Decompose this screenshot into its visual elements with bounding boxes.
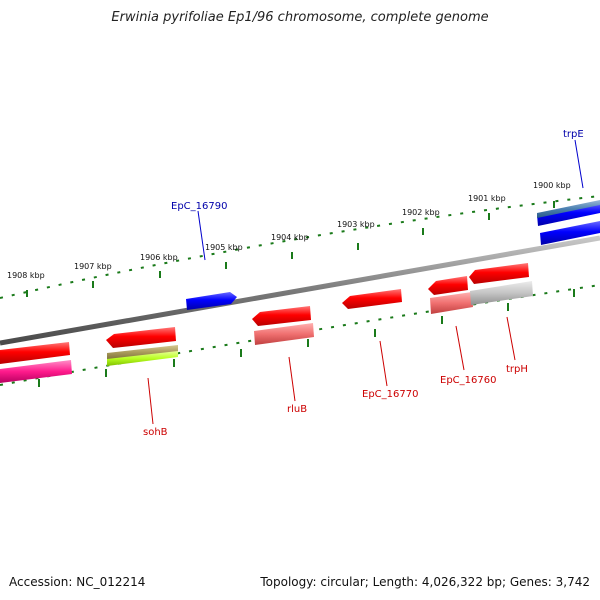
outer-scale-ring <box>0 195 600 299</box>
tick-label: 1902 kbp <box>402 208 440 217</box>
gene-label-sohb[interactable]: sohB <box>143 427 168 438</box>
gene-trpe-top-track <box>537 200 600 218</box>
gene-sohb-lime-track <box>107 351 178 366</box>
inner-major-ticks <box>38 289 575 387</box>
outer-major-ticks <box>26 201 555 297</box>
gene-rlub-arrow[interactable] <box>252 306 311 326</box>
gene-epc16790-arrow[interactable] <box>186 292 237 310</box>
gene-label-epc16760[interactable]: EpC_16760 <box>440 375 496 386</box>
map-title: Erwinia pyrifoliae Ep1/96 chromosome, co… <box>111 10 489 25</box>
callout-lines <box>147 139 584 425</box>
tick-label: 1905 kbp <box>205 243 243 252</box>
tick-label: 1900 kbp <box>533 181 571 190</box>
inner-scale-ring <box>0 284 600 386</box>
tick-label: 1904 kbp <box>271 233 309 242</box>
gene-sohb-olive-track <box>107 345 178 360</box>
gene-epc16760-salmon-track <box>430 292 473 314</box>
gene-trph-arrow[interactable] <box>469 263 529 284</box>
gene-left-pink-track <box>0 360 72 383</box>
tick-label: 1907 kbp <box>74 262 112 271</box>
tick-labels: 1908 kbp 1907 kbp 1906 kbp 1905 kbp 1904… <box>7 181 571 280</box>
genome-backbone <box>0 235 600 346</box>
gene-label-rlub[interactable]: rluB <box>287 404 307 415</box>
gene-epc16760-arrow[interactable] <box>428 276 468 295</box>
tick-label: 1903 kbp <box>337 220 375 229</box>
gene-rlub-salmon-track <box>254 323 314 345</box>
tick-label: 1901 kbp <box>468 194 506 203</box>
gene-sohb-arrow[interactable] <box>106 327 176 348</box>
tick-label: 1908 kbp <box>7 271 45 280</box>
gene-labels: trpE EpC_16790 sohB rluB EpC_16770 EpC_1… <box>143 129 584 438</box>
gene-epc16770-arrow[interactable] <box>342 289 402 309</box>
gene-label-trph[interactable]: trpH <box>506 364 528 375</box>
gene-label-epc16770[interactable]: EpC_16770 <box>362 389 418 400</box>
gene-label-trpe[interactable]: trpE <box>563 129 584 140</box>
gene-left-red-arrow[interactable] <box>0 342 70 364</box>
genome-summary-text: Topology: circular; Length: 4,026,322 bp… <box>260 575 590 589</box>
tick-label: 1906 kbp <box>140 253 178 262</box>
gene-trpe-second-track[interactable] <box>540 221 600 245</box>
gene-trph-gray-track <box>470 281 533 305</box>
accession-text: Accession: NC_012214 <box>9 575 146 589</box>
gene-label-epc16790[interactable]: EpC_16790 <box>171 201 227 212</box>
